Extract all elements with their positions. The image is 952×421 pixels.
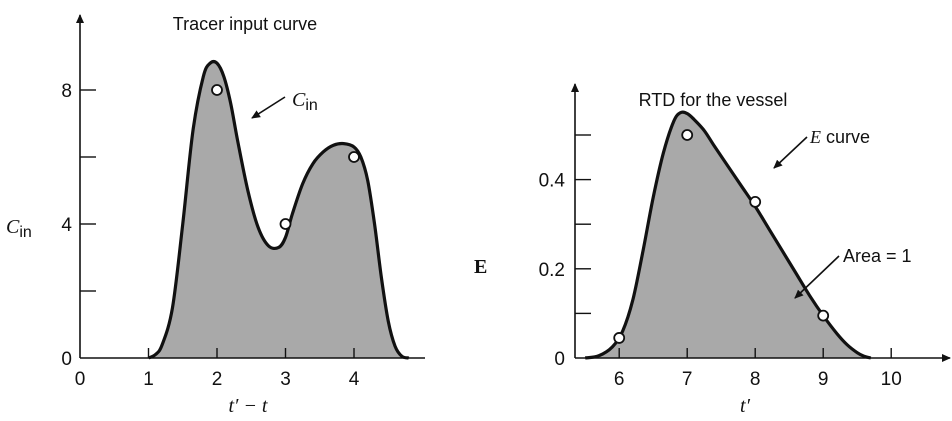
- tracer-input-chart-title: Tracer input curve: [173, 14, 317, 34]
- rtd-x-axis-label: t′: [740, 395, 751, 417]
- rtd-y-tick-label: 0.2: [539, 260, 565, 281]
- rtd-chart-title: RTD for the vessel: [639, 90, 788, 110]
- rtd-x-tick-label: 10: [881, 369, 902, 390]
- rtd-data-point: [749, 195, 762, 208]
- rtd-x-tick-label: 7: [682, 369, 693, 390]
- tracer-input-x-tick-label: 2: [212, 369, 223, 390]
- tracer-input-x-tick-label: 4: [349, 369, 360, 390]
- rtd-y-tick-label: 0: [554, 349, 565, 370]
- tracer-input-data-point: [211, 84, 223, 96]
- tracer-input-annotation-arrow: [251, 96, 286, 119]
- rtd-data-point: [681, 129, 694, 141]
- tracer-input-curve-line: [147, 59, 410, 360]
- tracer-input-chart: 0 1 2 3 4 0 4 8 Tracer input curve Cin t′ − t C…: [6, 14, 425, 417]
- tracer-input-curve-annotation: Cin: [292, 89, 318, 114]
- tracer-input-y-tick-label: 4: [61, 215, 72, 236]
- tracer-input-x-tick-label: 1: [143, 369, 154, 390]
- rtd-curve-annotation-arrow: [773, 136, 808, 169]
- rtd-x-tick-label: 8: [750, 369, 761, 390]
- rtd-area-annotation: Area = 1: [843, 246, 912, 266]
- rtd-data-point: [817, 309, 830, 322]
- tracer-input-y-tick-label: 0: [61, 349, 72, 370]
- rtd-y-tick-label: 0.4: [539, 171, 566, 192]
- tracer-input-data-point: [348, 151, 360, 163]
- tracer-input-x-tick-label: 0: [75, 369, 86, 390]
- rtd-x-tick-label: 9: [818, 369, 829, 390]
- rtd-e-curve-line: [584, 110, 872, 360]
- rtd-x-tick-label: 6: [614, 369, 625, 390]
- tracer-input-area: [148, 61, 409, 359]
- tracer-input-y-axis-label: Cin: [6, 216, 32, 241]
- rtd-y-axis-label: E: [474, 256, 487, 278]
- tracer-input-data-point: [279, 218, 292, 230]
- rtd-data-point: [613, 332, 626, 344]
- tracer-input-y-tick-label: 8: [61, 81, 72, 102]
- tracer-input-x-axis-label: t′ − t: [229, 395, 268, 417]
- rtd-chart: 6 7 8 9 10 0 0.2 0.4 RTD for the vessel E t′ E …: [474, 83, 951, 417]
- rtd-curve-annotation: E curve: [809, 127, 870, 147]
- rtd-area-annotation-arrow: [794, 255, 840, 299]
- tracer-input-x-tick-label: 3: [280, 369, 291, 390]
